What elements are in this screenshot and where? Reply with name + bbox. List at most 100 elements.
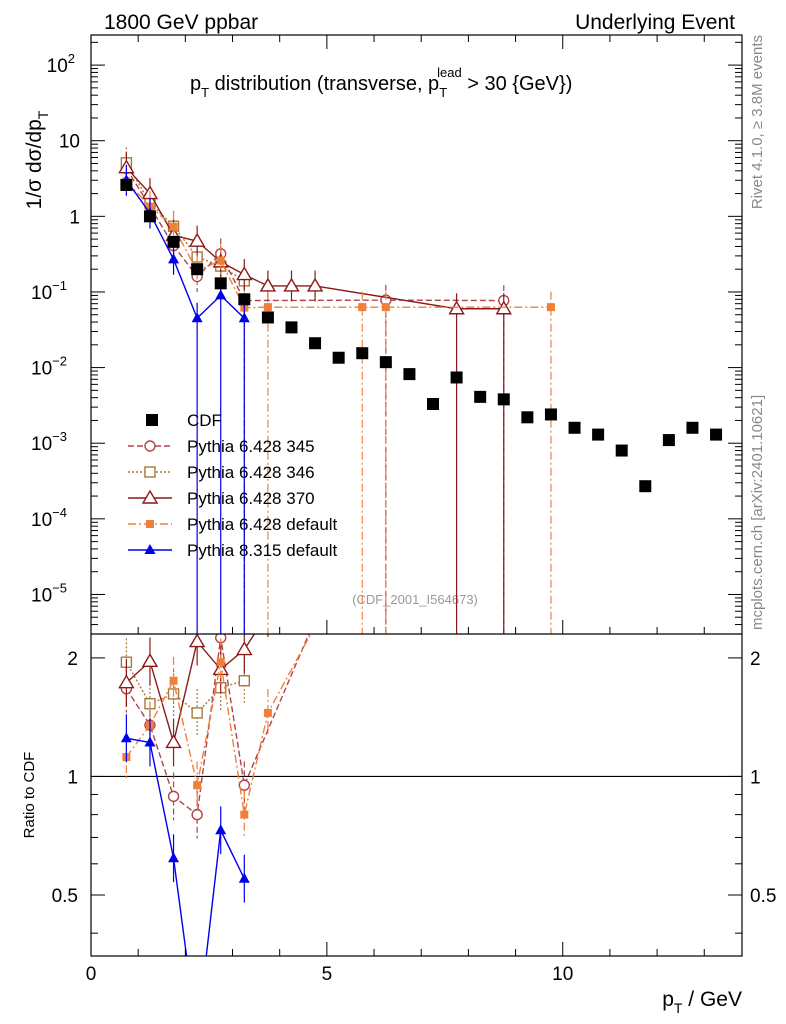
point-pythia-6-428-370 xyxy=(188,232,206,247)
x-tick-label: 0 xyxy=(86,964,97,985)
y-tick-label: 10−5 xyxy=(31,580,67,606)
mcplots-credit-label: mcplots.cern.ch [arXiv:2401.10621] xyxy=(749,395,766,630)
legend-marker-pythia-6-428-346 xyxy=(144,466,156,478)
ratio-point-pythia-6-428-default xyxy=(216,658,225,667)
point-cdf xyxy=(356,347,369,360)
point-cdf xyxy=(143,210,156,223)
ratio-point-pythia-6-428-346 xyxy=(191,707,203,719)
plot-title: pT distribution (transverse, pTlead > 30… xyxy=(190,65,572,100)
point-pythia-8-315-default xyxy=(238,312,250,323)
header-left: 1800 GeV ppbar xyxy=(104,11,258,34)
ratio-point-pythia-6-428-345 xyxy=(191,808,203,821)
point-pythia-6-428-default xyxy=(169,222,178,231)
ratio-point-pythia-6-428-default xyxy=(240,810,249,819)
legend-label-pythia-6-428-345: Pythia 6.428 345 xyxy=(187,437,315,456)
point-cdf xyxy=(615,444,628,457)
legend-marker-pythia-8-315-default xyxy=(144,544,156,554)
ratio-tick-label: 2 xyxy=(750,649,761,670)
ratio-point-pythia-6-428-default xyxy=(169,676,178,685)
point-cdf xyxy=(427,397,440,410)
ratio-point-pythia-8-315-default xyxy=(215,824,227,835)
ratio-tick-label: 0.5 xyxy=(750,886,776,907)
y-tick-label: 10−2 xyxy=(31,354,67,380)
point-cdf xyxy=(544,408,557,421)
y-tick-label: 10 xyxy=(59,132,80,153)
ratio-plot-area xyxy=(91,259,742,956)
point-cdf xyxy=(167,235,180,248)
header-right: Underlying Event xyxy=(575,11,735,34)
ratio-tick-label: 0.5 xyxy=(52,886,78,907)
legend-label-pythia-6-428-346: Pythia 6.428 346 xyxy=(187,463,315,482)
point-cdf xyxy=(474,390,487,403)
ratio-point-pythia-6-428-370 xyxy=(141,652,159,668)
ratio-point-pythia-6-428-370 xyxy=(165,734,182,749)
x-tick-label: 10 xyxy=(552,964,573,985)
legend-marker-pythia-6-428-default xyxy=(146,520,154,528)
ratio-axis-label: Ratio to CDF xyxy=(21,752,38,839)
point-cdf xyxy=(662,434,675,447)
y-tick-label: 1 xyxy=(69,207,80,228)
legend-label-pythia-6-428-370: Pythia 6.428 370 xyxy=(187,489,315,508)
series-line-pythia-8-315-default xyxy=(125,179,245,320)
ratio-point-pythia-8-315-default xyxy=(168,852,180,863)
point-pythia-6-428-default xyxy=(381,303,390,312)
ratio-point-pythia-6-428-346 xyxy=(238,675,251,687)
legend-marker-pythia-6-428-370 xyxy=(141,489,159,504)
rivet-version-label: Rivet 4.1.0, ≥ 3.8M events xyxy=(749,35,766,209)
point-pythia-6-428-default xyxy=(546,303,555,312)
ratio-line-pythia-6-428-346 xyxy=(125,661,245,714)
ratio-point-pythia-6-428-345 xyxy=(238,779,251,791)
point-cdf xyxy=(686,421,699,434)
ratio-point-pythia-8-315-default xyxy=(238,872,250,883)
point-cdf xyxy=(592,428,605,441)
point-cdf xyxy=(568,421,581,434)
legend-label-pythia-8-315-default: Pythia 8.315 default xyxy=(187,541,338,560)
point-cdf xyxy=(332,351,345,364)
ratio-point-pythia-6-428-345 xyxy=(499,259,509,269)
x-tick-label: 5 xyxy=(322,964,333,985)
legend-marker-cdf xyxy=(146,414,158,426)
y-tick-label: 102 xyxy=(47,51,75,77)
point-pythia-8-315-default xyxy=(168,253,180,264)
ratio-point-pythia-6-428-345 xyxy=(167,790,180,803)
legend: CDF Pythia 6.428 345 Pythia 6.428 346 Pythi… xyxy=(128,411,338,560)
ratio-line-pythia-8-315-default xyxy=(126,737,245,956)
point-pythia-6-428-370 xyxy=(283,277,300,292)
y-tick-label: 10−4 xyxy=(31,505,67,531)
legend-marker-pythia-6-428-345 xyxy=(144,440,156,452)
point-pythia-6-428-370 xyxy=(306,277,324,292)
point-cdf xyxy=(403,368,416,381)
point-cdf xyxy=(309,337,322,350)
ratio-tick-label: 2 xyxy=(67,649,78,670)
axes-frame: 0 5 10 10−5 10−4 10−3 10−2 10−1 1 10 102 0.5 0.5 1 1 2 2 xyxy=(31,34,776,985)
ratio-tick-label: 1 xyxy=(67,767,78,788)
point-cdf xyxy=(379,356,392,369)
point-pythia-6-428-default xyxy=(216,256,225,265)
ratio-tick-label: 1 xyxy=(750,767,761,788)
ratio-point-pythia-6-428-370 xyxy=(118,674,135,689)
point-cdf xyxy=(238,293,251,306)
point-cdf xyxy=(521,411,534,424)
y-axis-label: 1/σ dσ/dpT xyxy=(23,110,51,209)
y-tick-label: 10−3 xyxy=(31,429,67,455)
point-cdf xyxy=(497,393,510,406)
ratio-line-pythia-6-428-default xyxy=(125,634,312,815)
point-pythia-8-315-default xyxy=(191,312,203,323)
point-cdf xyxy=(285,321,298,334)
ratio-point-pythia-6-428-370 xyxy=(188,634,206,648)
legend-label-pythia-6-428-default: Pythia 6.428 default xyxy=(187,515,338,534)
series-line-pythia-6-428-default xyxy=(125,180,551,309)
point-pythia-6-428-default xyxy=(358,303,367,312)
ratio-point-pythia-6-428-default xyxy=(193,781,202,790)
point-pythia-6-428-default xyxy=(263,303,272,312)
point-cdf xyxy=(639,480,652,493)
ratio-point-pythia-6-428-default xyxy=(263,708,272,717)
point-cdf xyxy=(261,311,274,324)
ratio-point-pythia-6-428-370 xyxy=(236,641,253,656)
plot-frame xyxy=(90,34,743,957)
point-cdf xyxy=(120,178,133,191)
point-pythia-6-428-370 xyxy=(259,277,277,292)
y-tick-label: 10−1 xyxy=(31,278,67,304)
point-cdf xyxy=(191,263,204,276)
